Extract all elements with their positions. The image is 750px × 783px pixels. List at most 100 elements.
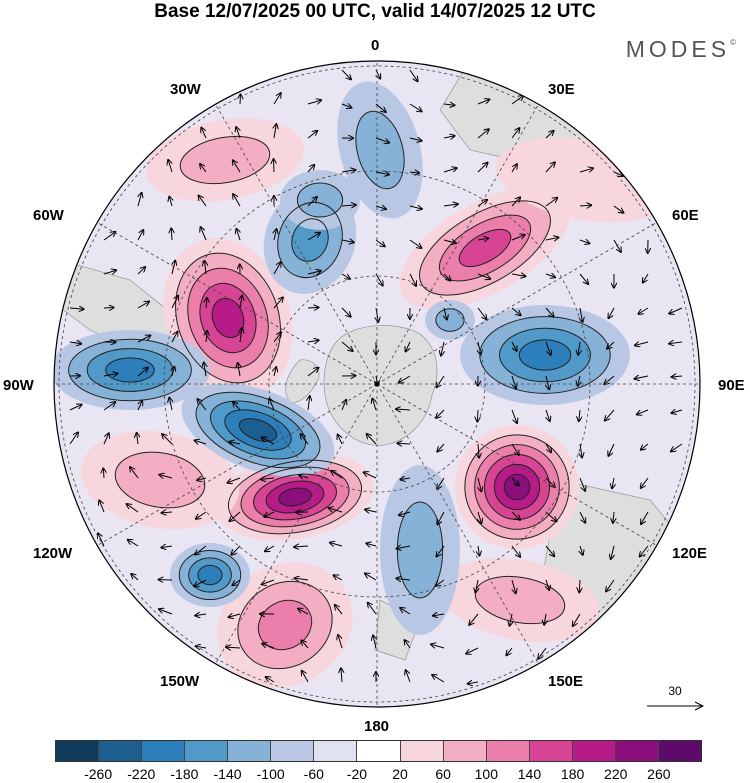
wind-arrow — [201, 128, 207, 139]
wind-arrow — [375, 206, 386, 209]
wind-arrow — [511, 164, 517, 173]
wind-arrow — [240, 296, 242, 309]
wind-arrow — [433, 614, 445, 616]
wind-arrow — [262, 437, 275, 445]
wind-arrow — [162, 434, 173, 445]
wind-arrow — [641, 511, 649, 524]
antarctica — [323, 325, 438, 446]
contour-line — [435, 308, 465, 332]
contour-line — [178, 549, 242, 601]
wind-arrow — [233, 160, 241, 173]
wind-arrow — [643, 273, 649, 283]
contour-line — [224, 409, 292, 451]
wind-arrow — [137, 267, 145, 275]
wind-arrow — [671, 443, 683, 451]
contour-line — [291, 218, 329, 262]
wind-arrow — [307, 368, 318, 377]
wind-arrow — [236, 127, 240, 139]
wind-arrow — [99, 500, 105, 513]
colorbar-swatch — [443, 741, 487, 761]
meridian-line — [211, 98, 378, 385]
wind-arrow — [397, 443, 411, 444]
wind-arrow — [511, 477, 519, 485]
colorbar-swatch — [56, 741, 100, 761]
wind-arrow — [546, 409, 550, 421]
wind-arrow — [511, 375, 516, 388]
anomaly-level — [115, 452, 205, 508]
anomaly-level — [355, 111, 405, 189]
anomaly-level — [475, 576, 565, 624]
wind-arrow — [194, 579, 207, 586]
colorbar-tick-label: -220 — [127, 766, 156, 782]
wind-arrow — [341, 668, 342, 683]
wind-arrow — [545, 477, 555, 487]
wind-arrow — [338, 435, 343, 445]
wind-arrow — [273, 262, 281, 275]
wind-arrow — [511, 409, 517, 423]
meridian-line — [376, 98, 543, 385]
wind-arrow — [329, 508, 343, 513]
wind-arrow — [605, 409, 615, 421]
wind-arrow — [197, 478, 207, 480]
colorbar-tick-label: -20 — [346, 766, 368, 782]
wind-arrow — [302, 671, 309, 683]
meridian-line — [376, 218, 663, 385]
wind-arrow — [205, 261, 206, 275]
colorbar — [55, 740, 702, 762]
wind-arrow — [365, 573, 377, 581]
wind-arrow — [169, 398, 172, 411]
wind-arrow — [613, 172, 623, 176]
colorbar-tick-label: -60 — [303, 766, 324, 782]
wind-arrow — [200, 164, 207, 173]
wind-arrow — [162, 512, 173, 513]
wind-arrow — [613, 239, 621, 252]
wind-arrow — [511, 235, 525, 241]
colorbar-tick-label: 100 — [474, 766, 498, 782]
anomaly-level — [519, 339, 571, 371]
anomaly-field — [54, 81, 674, 688]
vector-reference: 30 — [645, 684, 705, 714]
wind-arrow — [168, 160, 172, 173]
wind-arrow — [436, 545, 445, 556]
wind-arrow — [579, 477, 585, 491]
wind-arrow — [437, 443, 445, 452]
wind-arrow — [238, 363, 240, 377]
wind-arrow — [299, 475, 309, 478]
wind-arrow — [273, 332, 281, 343]
wind-arrow — [511, 96, 523, 105]
colorbar-swatch — [529, 741, 573, 761]
wind-arrow — [295, 578, 309, 580]
contour-line — [179, 135, 271, 185]
lon-label-180: 180 — [364, 718, 390, 735]
wind-arrow — [406, 670, 411, 683]
wind-arrow — [330, 543, 343, 546]
wind-arrow — [342, 400, 346, 411]
contour-line — [253, 473, 337, 521]
wind-arrow — [478, 511, 481, 523]
wind-arrow — [307, 165, 314, 173]
antarctic-peninsula — [285, 359, 320, 403]
wind-arrow — [511, 197, 520, 207]
lon-label-60w: 60W — [33, 207, 64, 224]
wind-arrow — [669, 342, 683, 344]
wind-arrow — [375, 137, 389, 143]
wind-arrow — [436, 579, 445, 586]
wind-arrow — [137, 335, 150, 343]
wind-arrow — [443, 204, 458, 206]
wind-arrow — [545, 274, 555, 277]
wind-arrow — [477, 273, 490, 279]
wind-arrow — [579, 409, 580, 421]
vector-reference-label: 30 — [668, 684, 682, 698]
wind-arrow — [226, 647, 241, 648]
anomaly-level — [197, 565, 223, 585]
wind-arrow — [545, 237, 558, 240]
wind-arrow — [436, 375, 445, 387]
wind-arrow — [341, 341, 353, 351]
wind-arrow — [69, 308, 84, 309]
wind-arrow — [138, 401, 142, 411]
wind-arrow — [672, 376, 683, 377]
wind-arrow — [579, 205, 591, 206]
contour-line — [296, 182, 344, 218]
wind-arrow — [511, 511, 520, 520]
wind-arrow — [545, 162, 555, 173]
